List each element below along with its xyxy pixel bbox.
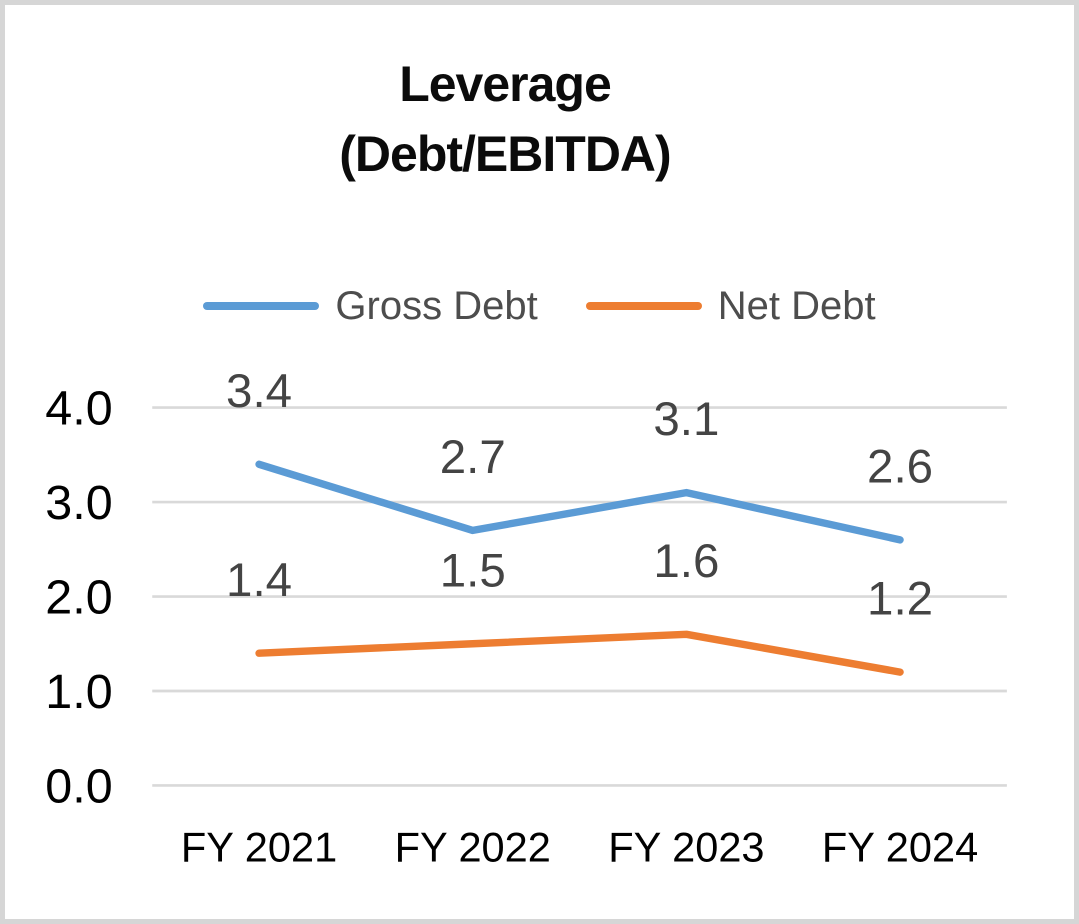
data-label-net-debt-fy-2021: 1.4 (226, 554, 292, 607)
data-label-net-debt-fy-2024: 1.2 (867, 573, 933, 626)
x-tick-fy-2024: FY 2024 (822, 824, 978, 871)
chart-legend: Gross Debt Net Debt (5, 277, 1074, 335)
series-line-gross-debt (255, 460, 904, 544)
y-tick-1-0: 1.0 (45, 665, 112, 719)
legend-swatch-net-debt (585, 302, 702, 310)
data-label-net-debt-fy-2023: 1.6 (653, 535, 719, 588)
x-tick-fy-2022: FY 2022 (395, 824, 551, 871)
data-label-gross-debt-fy-2023: 3.1 (653, 393, 719, 446)
data-label-gross-debt-fy-2022: 2.7 (440, 431, 506, 484)
y-tick-3-0: 3.0 (45, 476, 112, 530)
x-tick-fy-2021: FY 2021 (181, 824, 337, 871)
chart-title: Leverage (Debt/EBITDA) (5, 49, 1005, 189)
data-label-gross-debt-fy-2021: 3.4 (226, 365, 292, 418)
chart-title-line2: (Debt/EBITDA) (339, 126, 671, 182)
legend-item-net-debt: Net Debt (585, 283, 876, 329)
x-tick-fy-2023: FY 2023 (608, 824, 764, 871)
data-label-net-debt-fy-2022: 1.5 (440, 544, 506, 597)
legend-swatch-gross-debt (203, 302, 320, 310)
plot-area: 0.0 1.0 2.0 3.0 4.0 FY 2021 FY 2022 FY 2023 FY 2… (45, 365, 1007, 871)
legend-label-gross-debt: Gross Debt (335, 283, 538, 328)
y-tick-4-0: 4.0 (45, 381, 112, 435)
chart-title-line1: Leverage (399, 56, 612, 112)
legend-item-gross-debt: Gross Debt (203, 283, 538, 329)
legend-label-net-debt: Net Debt (717, 283, 876, 328)
series-line-net-debt (255, 630, 904, 676)
data-label-gross-debt-fy-2024: 2.6 (867, 440, 933, 493)
y-tick-2-0: 2.0 (45, 570, 112, 624)
y-tick-0-0: 0.0 (45, 759, 112, 813)
